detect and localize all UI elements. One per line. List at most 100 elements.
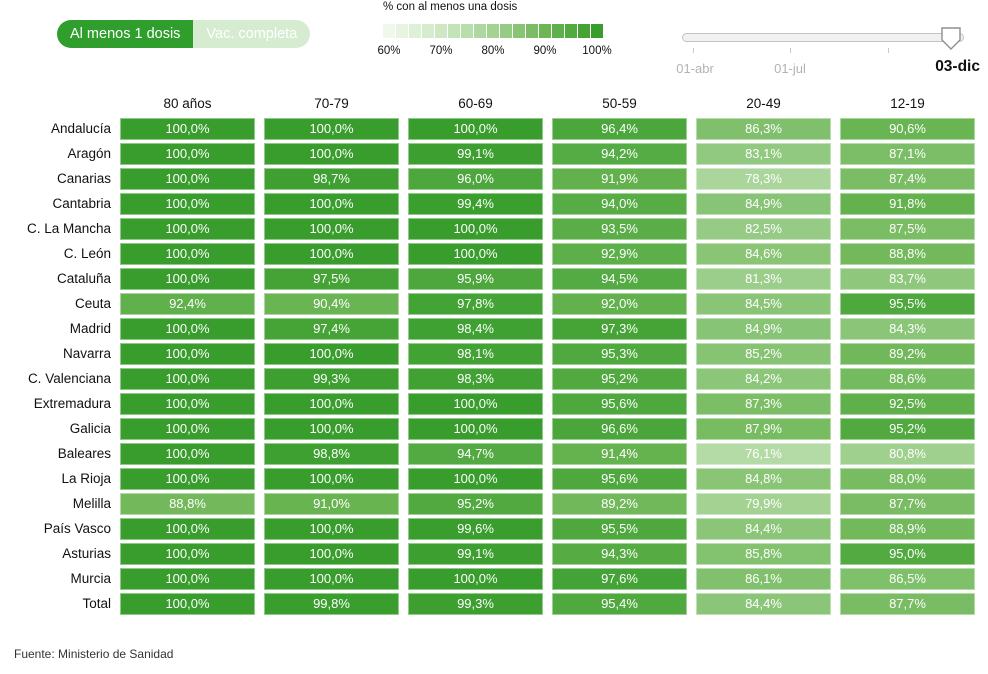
legend-tick-label: 70% xyxy=(429,45,453,57)
slider-date-label: 01-abr xyxy=(676,61,714,76)
row-label: Cataluña xyxy=(56,271,111,286)
legend-swatch xyxy=(565,24,577,38)
heatmap-cell: 86,1% xyxy=(696,568,831,590)
slider-current-date: 03-dic xyxy=(935,58,980,75)
slider-tick xyxy=(888,48,889,53)
heatmap-cell: 88,9% xyxy=(840,518,975,540)
header-corner-spacer xyxy=(0,96,111,111)
heatmap-cell: 100,0% xyxy=(408,118,543,140)
heatmap-cell: 98,3% xyxy=(408,368,543,390)
table-row: Galicia 100,0% 100,0% 100,0% 96,6% 87,9% 95,2% xyxy=(0,418,975,440)
heatmap-cell: 100,0% xyxy=(264,518,399,540)
heatmap-cell: 92,9% xyxy=(552,243,687,265)
heatmap-cell: 100,0% xyxy=(120,593,255,615)
heatmap-cell: 100,0% xyxy=(264,468,399,490)
table-row: Canarias 100,0% 98,7% 96,0% 91,9% 78,3% 87,4% xyxy=(0,168,975,190)
legend-swatch xyxy=(513,24,525,38)
legend-tick-label: 60% xyxy=(377,45,401,57)
legend-swatch xyxy=(578,24,590,38)
row-label: Madrid xyxy=(69,321,111,336)
heatmap-cell: 100,0% xyxy=(120,368,255,390)
slider-handle[interactable] xyxy=(941,27,961,56)
heatmap-cell: 95,5% xyxy=(552,518,687,540)
heatmap-cell: 99,1% xyxy=(408,543,543,565)
heatmap-cell: 100,0% xyxy=(408,218,543,240)
toggle-al-menos-1-dosis[interactable]: Al menos 1 dosis xyxy=(57,20,194,48)
heatmap-cell: 100,0% xyxy=(120,443,255,465)
table-row: Cataluña 100,0% 97,5% 95,9% 94,5% 81,3% 83,7% xyxy=(0,268,975,290)
table-row: Ceuta 92,4% 90,4% 97,8% 92,0% 84,5% 95,5% xyxy=(0,293,975,315)
table-row: Andalucía 100,0% 100,0% 100,0% 96,4% 86,3% 90,… xyxy=(0,118,975,140)
row-label: Asturias xyxy=(62,546,111,561)
column-header: 80 años xyxy=(163,96,212,111)
row-label: Navarra xyxy=(62,346,111,361)
heatmap-cell: 81,3% xyxy=(696,268,831,290)
heatmap-cell: 84,8% xyxy=(696,468,831,490)
row-label: País Vasco xyxy=(43,521,111,536)
heatmap-cell: 83,1% xyxy=(696,143,831,165)
heatmap-cell: 94,3% xyxy=(552,543,687,565)
heatmap-cell: 89,2% xyxy=(840,343,975,365)
table-row: C. La Mancha 100,0% 100,0% 100,0% 93,5% 82,5%… xyxy=(0,218,975,240)
heatmap-cell: 84,4% xyxy=(696,593,831,615)
heatmap-cell: 98,7% xyxy=(264,168,399,190)
column-header: 12-19 xyxy=(890,96,925,111)
table-row: C. León 100,0% 100,0% 100,0% 92,9% 84,6% 88,8% xyxy=(0,243,975,265)
heatmap-cell: 89,2% xyxy=(552,493,687,515)
row-label: Galicia xyxy=(69,421,111,436)
heatmap-cell: 100,0% xyxy=(264,418,399,440)
heatmap-cell: 95,0% xyxy=(840,543,975,565)
row-label: C. La Mancha xyxy=(26,221,111,236)
heatmap-cell: 95,9% xyxy=(408,268,543,290)
heatmap-cell: 84,2% xyxy=(696,368,831,390)
slider-date-label: 01-jul xyxy=(774,61,806,76)
heatmap-cell: 94,7% xyxy=(408,443,543,465)
heatmap-cell: 78,3% xyxy=(696,168,831,190)
heatmap-cell: 97,3% xyxy=(552,318,687,340)
legend-swatch xyxy=(396,24,408,38)
heatmap-cell: 98,8% xyxy=(264,443,399,465)
legend-tick-label: 80% xyxy=(481,45,505,57)
slider-tick xyxy=(790,48,791,53)
heatmap-cell: 100,0% xyxy=(120,268,255,290)
heatmap-cell: 80,8% xyxy=(840,443,975,465)
table-row: Baleares 100,0% 98,8% 94,7% 91,4% 76,1% 80,8% xyxy=(0,443,975,465)
heatmap-cell: 100,0% xyxy=(120,243,255,265)
heatmap-cell: 84,3% xyxy=(840,318,975,340)
legend-title: % con al menos una dosis xyxy=(383,1,518,13)
slider-tick xyxy=(693,48,694,53)
heatmap-cell: 90,6% xyxy=(840,118,975,140)
heatmap-cell: 84,9% xyxy=(696,318,831,340)
heatmap-cell: 99,6% xyxy=(408,518,543,540)
legend-swatch xyxy=(383,24,395,38)
heatmap-cell: 97,5% xyxy=(264,268,399,290)
heatmap-cell: 100,0% xyxy=(120,343,255,365)
heatmap-cell: 100,0% xyxy=(120,168,255,190)
column-header: 20-49 xyxy=(746,96,781,111)
heatmap-cell: 100,0% xyxy=(264,193,399,215)
heatmap-cell: 100,0% xyxy=(264,143,399,165)
row-label: C. Valenciana xyxy=(27,371,111,386)
heatmap-cell: 91,0% xyxy=(264,493,399,515)
heatmap-cell: 100,0% xyxy=(120,393,255,415)
row-label: Total xyxy=(82,596,111,611)
toggle-vac-completa[interactable]: Vac. completa xyxy=(193,20,311,48)
row-label: Extremadura xyxy=(33,396,111,411)
heatmap-cell: 100,0% xyxy=(264,543,399,565)
heatmap-cell: 88,6% xyxy=(840,368,975,390)
heatmap-cell: 100,0% xyxy=(120,543,255,565)
legend-swatch xyxy=(487,24,499,38)
heatmap-cell: 87,4% xyxy=(840,168,975,190)
heatmap-cell: 100,0% xyxy=(264,343,399,365)
slider-track[interactable] xyxy=(682,33,964,42)
heatmap-cell: 95,2% xyxy=(408,493,543,515)
source-note: Fuente: Ministerio de Sanidad xyxy=(14,647,174,661)
heatmap-cell: 96,6% xyxy=(552,418,687,440)
heatmap-cell: 100,0% xyxy=(408,468,543,490)
table-row: Madrid 100,0% 97,4% 98,4% 97,3% 84,9% 84,3% xyxy=(0,318,975,340)
color-legend: % con al menos una dosis 60% 70% 80% 90% 100… xyxy=(377,1,611,58)
heatmap-cell: 97,6% xyxy=(552,568,687,590)
heatmap-cell: 95,6% xyxy=(552,468,687,490)
heatmap-cell: 87,1% xyxy=(840,143,975,165)
heatmap-cell: 95,2% xyxy=(840,418,975,440)
